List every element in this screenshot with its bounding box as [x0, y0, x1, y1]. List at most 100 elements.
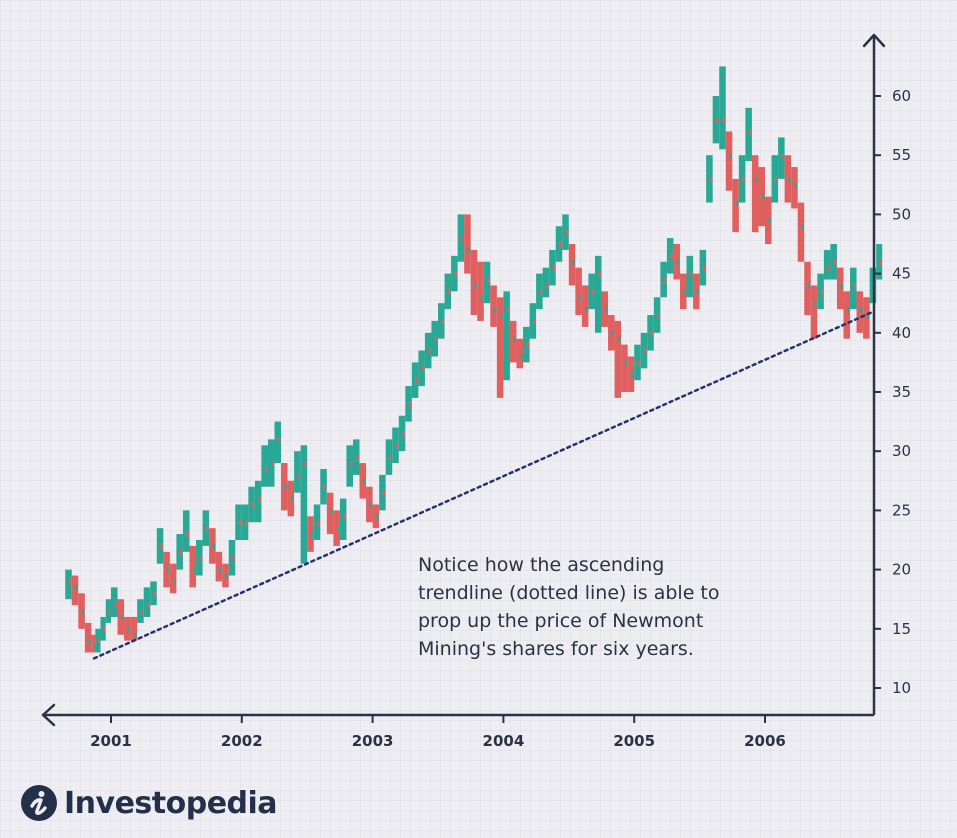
price-bar-close-mark — [363, 478, 366, 484]
price-bar-up — [274, 421, 282, 464]
price-bar-up — [876, 244, 883, 280]
price-bar-close-mark — [480, 295, 484, 301]
price-bars — [65, 66, 883, 653]
price-bar-close-mark — [206, 526, 209, 532]
price-bar-close-mark — [461, 236, 464, 242]
price-bar-close-mark — [382, 490, 386, 496]
price-bar-down — [673, 244, 680, 280]
price-bar-down — [366, 486, 373, 523]
price-bar-close-mark — [75, 585, 78, 591]
price-bar-close-mark — [807, 283, 811, 289]
price-bar-up — [529, 303, 537, 339]
price-bar-up — [660, 261, 667, 298]
y-tick-label: 50 — [892, 205, 911, 223]
price-bar-close-mark — [88, 638, 91, 644]
price-bar-up — [640, 332, 648, 369]
price-bar-close-mark — [546, 283, 549, 289]
price-bar-up — [411, 362, 419, 398]
price-bar-up — [850, 267, 857, 310]
price-bar-close-mark — [847, 307, 850, 313]
price-bar-down — [621, 344, 628, 392]
price-bar-close-mark — [696, 289, 699, 295]
price-bar-close-mark — [735, 200, 739, 206]
price-bar-up — [379, 474, 386, 511]
price-bar-close-mark — [271, 461, 274, 467]
price-bar-close-mark — [140, 609, 144, 615]
x-axis-ticks: 2001 2002 2003 2004 2005 2006 — [90, 715, 786, 750]
y-axis-arrow-icon — [862, 33, 886, 48]
price-bar-close-mark — [572, 259, 575, 265]
price-bar-close-mark — [291, 496, 294, 502]
price-bar-up — [457, 214, 465, 262]
price-bar-close-mark — [703, 265, 706, 271]
price-bar-close-mark — [310, 532, 314, 538]
price-bar-close-mark — [611, 330, 614, 336]
price-bar-close-mark — [317, 520, 320, 526]
price-bar-close-mark — [232, 555, 235, 561]
x-tick-label: 2005 — [613, 732, 655, 750]
y-tick-label: 40 — [892, 324, 911, 342]
price-bar-down — [333, 510, 340, 546]
trendline-annotation: Notice how the ascending trendline (dott… — [418, 554, 720, 660]
price-bar-up — [111, 587, 118, 617]
price-bar-up — [418, 350, 425, 387]
price-bar-down — [222, 563, 229, 588]
price-bar-close-mark — [853, 283, 856, 289]
price-bar-down — [863, 297, 870, 339]
price-bar-close-mark — [742, 176, 745, 182]
price-bar-up — [634, 344, 641, 381]
price-bar-close-mark — [533, 318, 536, 324]
price-bar-down — [784, 155, 792, 203]
price-bar-down — [758, 167, 765, 227]
price-bar-close-mark — [81, 609, 85, 615]
price-bar-down — [581, 285, 589, 327]
price-bar-up — [719, 66, 726, 150]
price-bar-up — [313, 504, 321, 540]
price-bar-down — [326, 492, 334, 535]
price-bar-close-mark — [134, 632, 137, 638]
price-bar-close-mark — [631, 372, 634, 378]
price-bar-down — [169, 563, 177, 594]
price-bar-close-mark — [500, 313, 503, 319]
price-bar-down — [751, 155, 759, 233]
y-tick-label: 30 — [892, 442, 911, 460]
price-bar-up — [706, 155, 713, 203]
price-bar-close-mark — [336, 526, 340, 532]
price-bar-up — [202, 510, 210, 546]
trendline — [92, 310, 875, 660]
price-bar-close-mark — [506, 307, 510, 313]
x-axis-arrow-icon — [41, 703, 56, 727]
investopedia-logo-icon — [21, 785, 57, 821]
price-bar-up — [594, 255, 602, 333]
price-bar-close-mark — [768, 218, 771, 224]
price-bar-close-mark — [245, 520, 248, 526]
price-bar-up — [143, 587, 151, 617]
price-bar-up — [523, 326, 530, 363]
price-bar-close-mark — [585, 307, 588, 313]
price-bar-up — [823, 249, 831, 280]
price-bar-close-mark — [801, 224, 804, 230]
price-bar-up — [588, 273, 595, 310]
price-bar-close-mark — [690, 271, 693, 277]
price-bar-close-mark — [304, 461, 307, 467]
price-bar-down — [601, 291, 609, 327]
price-bar-close-mark — [297, 472, 301, 478]
price-bar-close-mark — [68, 579, 72, 585]
price-bar-close-mark — [716, 117, 719, 123]
price-bar-close-mark — [860, 307, 863, 313]
price-bar-up — [150, 581, 157, 606]
price-bar-up — [778, 137, 785, 179]
price-bar-close-mark — [683, 289, 686, 295]
price-bar-close-mark — [435, 336, 438, 342]
price-bar-close-mark — [454, 271, 457, 277]
price-bar-down — [843, 291, 851, 339]
price-bar-up — [339, 498, 347, 540]
price-bar-up — [712, 96, 720, 144]
x-tick-label: 2003 — [352, 732, 394, 750]
price-bar-close-mark — [179, 549, 183, 555]
price-bar-close-mark — [709, 176, 713, 182]
price-bar-up — [451, 255, 458, 292]
price-bar-up — [228, 540, 236, 576]
price-bar-close-mark — [323, 484, 327, 490]
